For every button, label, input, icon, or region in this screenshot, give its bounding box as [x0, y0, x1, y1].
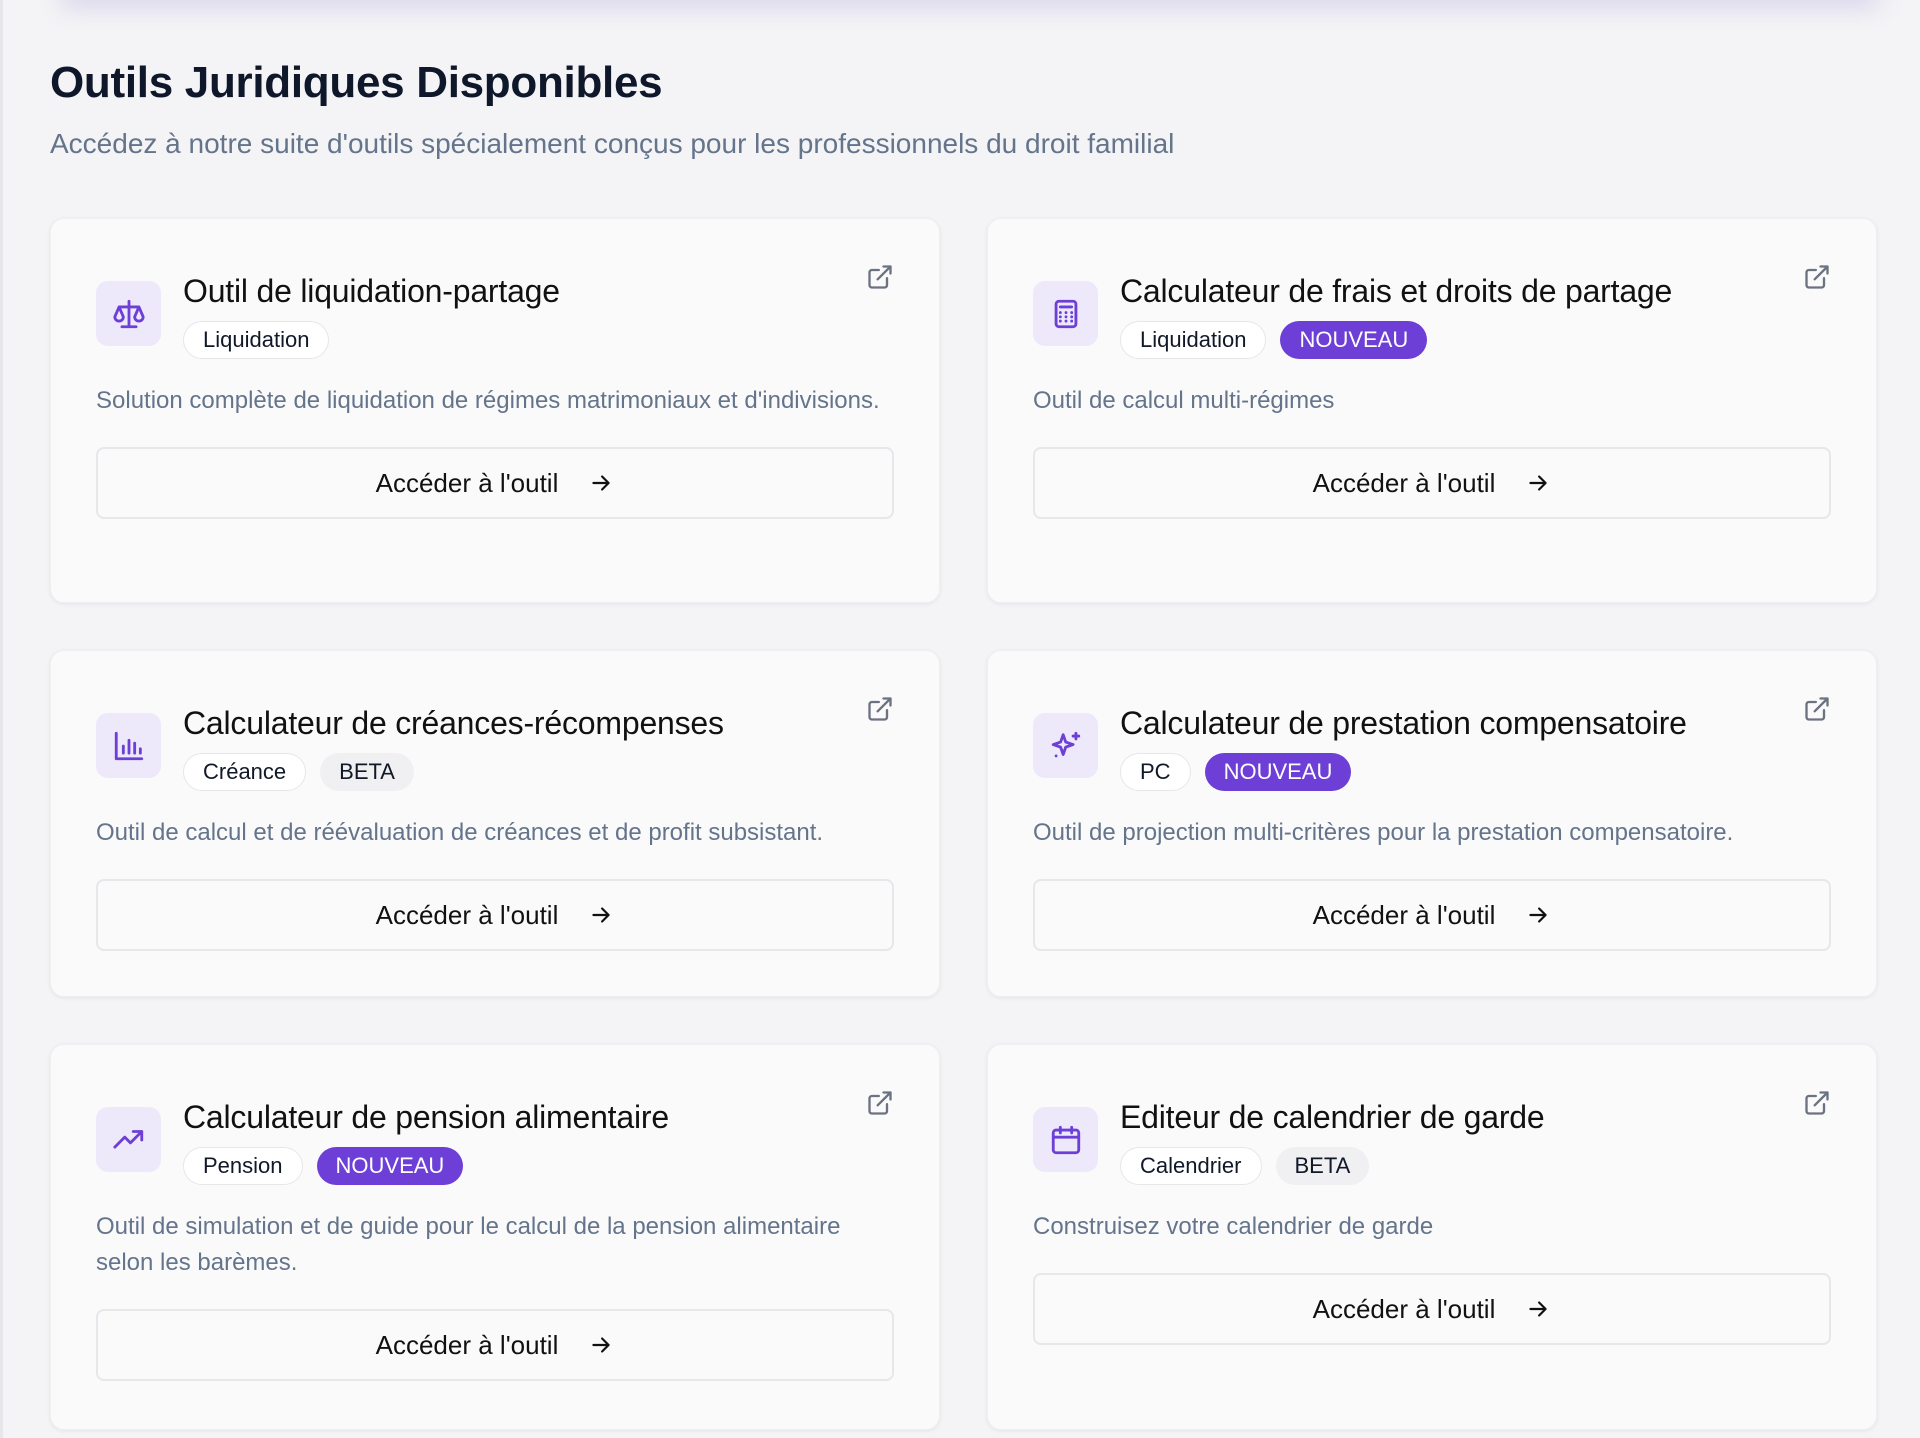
open-tool-button[interactable]: Accéder à l'outil — [96, 879, 894, 951]
trending-up-icon-box — [96, 1107, 161, 1172]
calendar-icon — [1051, 1125, 1080, 1154]
arrow-right-icon — [592, 475, 611, 491]
tool-description: Outil de simulation et de guide pour le … — [96, 1213, 841, 1276]
external-link-icon[interactable] — [866, 695, 894, 723]
arrow-right-icon — [592, 907, 611, 923]
scale-icon — [112, 299, 145, 328]
open-tool-button[interactable]: Accéder à l'outil — [96, 447, 894, 519]
open-tool-button[interactable]: Accéder à l'outil — [1033, 447, 1831, 519]
page-title: Outils Juridiques Disponibles — [50, 58, 663, 107]
external-link-icon[interactable] — [1803, 1089, 1831, 1117]
tool-card: Calculateur de prestation compensatoire … — [987, 650, 1877, 997]
open-tool-button[interactable]: Accéder à l'outil — [1033, 879, 1831, 951]
badge-calendrier: Calendrier — [1120, 1147, 1262, 1185]
badge-list: Pension NOUVEAU — [183, 1147, 669, 1185]
tool-card: Outil de liquidation-partage Liquidation… — [50, 218, 940, 603]
badge-nouveau: NOUVEAU — [316, 1147, 464, 1185]
page-header: Outils Juridiques Disponibles Accédez à … — [50, 58, 1174, 160]
badge-list: Liquidation — [183, 321, 560, 359]
badge-pc: PC — [1120, 753, 1191, 791]
external-link-icon[interactable] — [1803, 695, 1831, 723]
arrow-right-icon — [1529, 475, 1548, 491]
sparkles-icon-box — [1033, 713, 1098, 778]
open-tool-label: Accéder à l'outil — [375, 1329, 559, 1360]
open-tool-label: Accéder à l'outil — [1312, 899, 1496, 930]
scale-icon-box — [96, 281, 161, 346]
badge-liquidation: Liquidation — [183, 321, 330, 359]
open-tool-button[interactable]: Accéder à l'outil — [1033, 1273, 1831, 1345]
sparkles-icon — [1051, 731, 1080, 757]
open-tool-label: Accéder à l'outil — [375, 899, 559, 930]
tool-card: Calculateur de frais et droits de partag… — [987, 218, 1877, 603]
tool-description: Outil de calcul et de réévaluation de cr… — [96, 819, 824, 846]
open-tool-label: Accéder à l'outil — [1312, 1293, 1496, 1324]
tool-card: Calculateur de pension alimentaire Pensi… — [50, 1044, 940, 1430]
tool-title: Calculateur de frais et droits de partag… — [1120, 273, 1673, 309]
calculator-icon-box — [1033, 281, 1098, 346]
tool-title: Calculateur de créances-récompenses — [183, 705, 724, 741]
external-link-icon[interactable] — [1803, 263, 1831, 291]
open-tool-button[interactable]: Accéder à l'outil — [96, 1309, 894, 1381]
tools-grid: Outil de liquidation-partage Liquidation… — [50, 218, 1877, 1430]
badge-beta: BETA — [320, 753, 414, 791]
arrow-right-icon — [1529, 907, 1548, 923]
badge-pension: Pension — [183, 1147, 303, 1185]
tool-title: Calculateur de pension alimentaire — [183, 1099, 669, 1135]
badge-list: Liquidation NOUVEAU — [1120, 321, 1672, 359]
bar-chart-icon-box — [96, 713, 161, 778]
calendar-icon-box — [1033, 1107, 1098, 1172]
external-link-icon[interactable] — [866, 263, 894, 291]
badge-list: PC NOUVEAU — [1120, 753, 1687, 791]
external-link-icon[interactable] — [866, 1089, 894, 1117]
open-tool-label: Accéder à l'outil — [1312, 467, 1496, 498]
calculator-icon — [1054, 299, 1077, 328]
badge-liquidation: Liquidation — [1120, 321, 1267, 359]
tool-title: Editeur de calendrier de garde — [1120, 1099, 1545, 1135]
open-tool-label: Accéder à l'outil — [375, 467, 559, 498]
badge-list: Calendrier BETA — [1120, 1147, 1545, 1185]
tool-title: Calculateur de prestation compensatoire — [1120, 705, 1687, 741]
page-subtitle: Accédez à notre suite d'outils spécialem… — [50, 128, 1175, 159]
arrow-right-icon — [592, 1337, 611, 1353]
tool-description: Outil de projection multi-critères pour … — [1033, 819, 1734, 846]
tool-card: Editeur de calendrier de garde Calendrie… — [987, 1044, 1877, 1430]
badge-créance: Créance — [183, 753, 307, 791]
badge-beta: BETA — [1275, 1147, 1370, 1185]
tool-description: Construisez votre calendrier de garde — [1033, 1213, 1434, 1240]
sidebar-edge — [0, 0, 3, 1438]
badge-nouveau: NOUVEAU — [1280, 321, 1428, 359]
tool-title: Outil de liquidation-partage — [183, 273, 560, 309]
arrow-right-icon — [1529, 1301, 1548, 1317]
badge-nouveau: NOUVEAU — [1204, 753, 1352, 791]
tool-card: Calculateur de créances-récompenses Créa… — [50, 650, 940, 997]
tool-description: Solution complète de liquidation de régi… — [96, 387, 880, 414]
badge-list: Créance BETA — [183, 753, 724, 791]
tool-description: Outil de calcul multi-régimes — [1033, 387, 1335, 414]
bar-chart-icon — [114, 731, 143, 760]
trending-up-icon — [112, 1129, 143, 1148]
